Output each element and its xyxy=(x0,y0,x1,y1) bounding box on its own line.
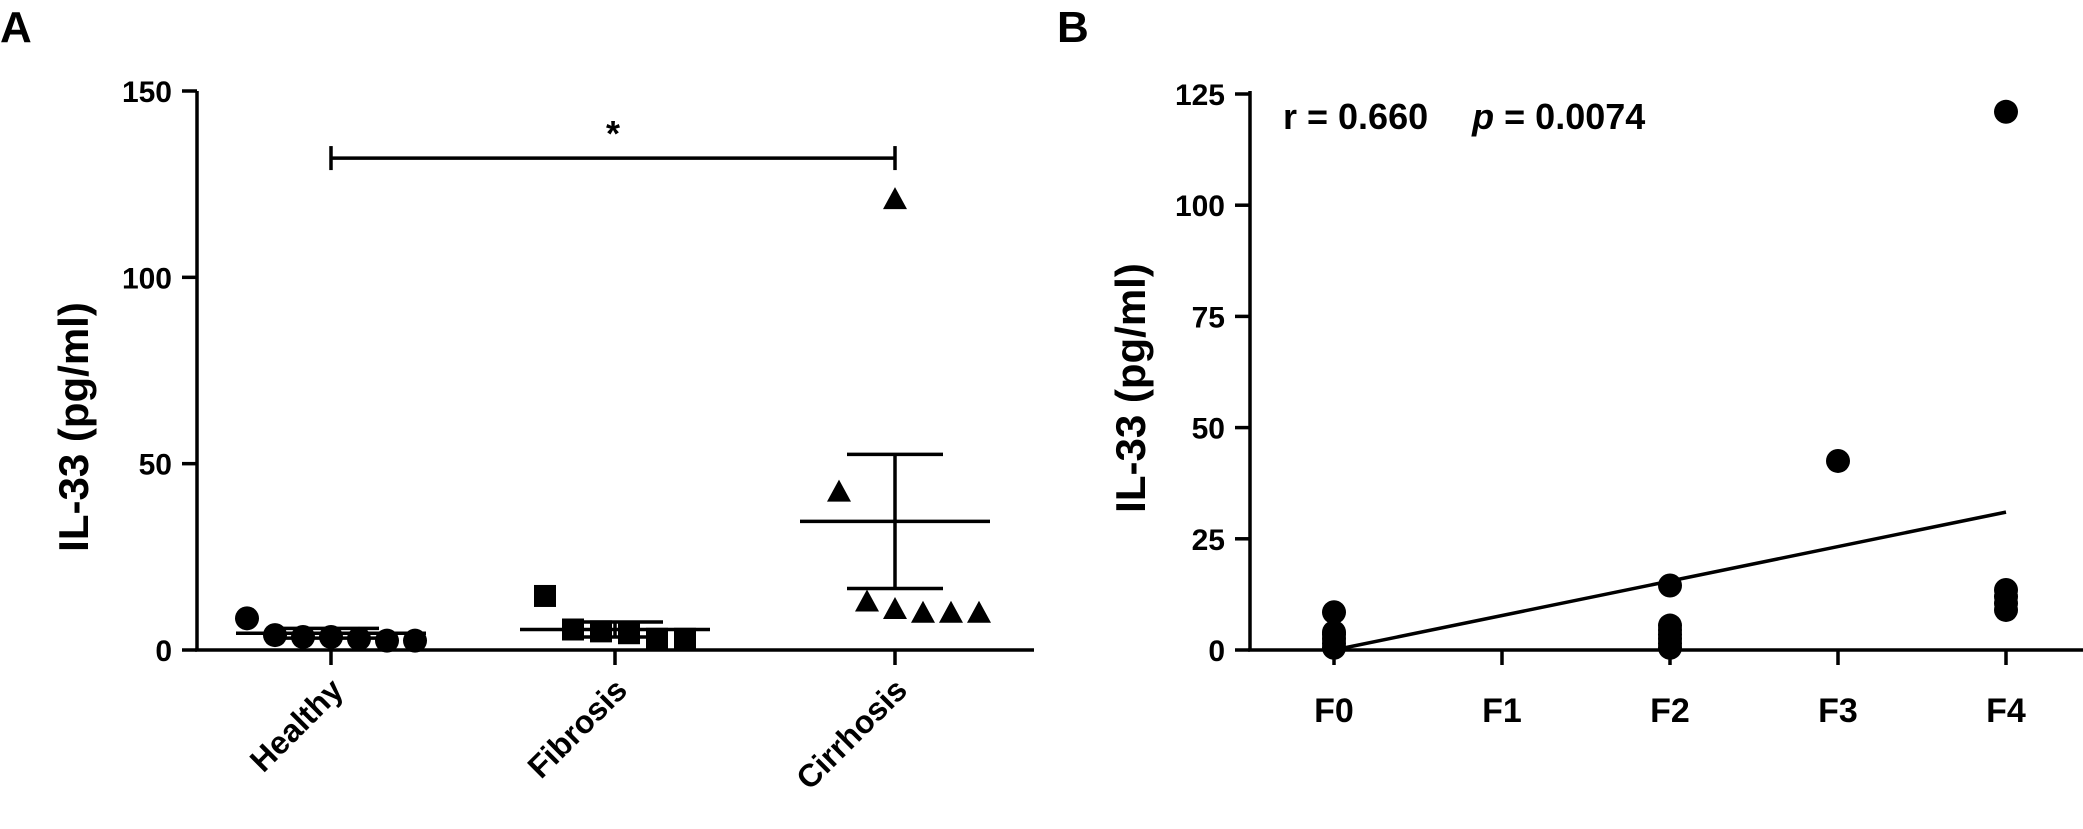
significance-bracket: * xyxy=(329,113,897,171)
y-tick-label: 25 xyxy=(1192,524,1225,557)
panel-b-points xyxy=(1322,99,2018,660)
x-tick-label-f1: F1 xyxy=(1482,692,1522,730)
category-label-cirrhosis: Cirrhosis xyxy=(789,671,914,796)
cirrhosis-point xyxy=(883,597,907,620)
significance-asterisk: * xyxy=(606,113,620,154)
x-tick-label-f4: F4 xyxy=(1986,692,2026,730)
x-tick-label-f0: F0 xyxy=(1314,692,1354,730)
fibrosis-point xyxy=(618,622,640,645)
cirrhosis-point xyxy=(911,600,935,623)
fibrosis-point xyxy=(534,584,556,607)
panel-b: B IL-33 (pg/ml) 0 25 50 75 100 125 F0 F1 F2 F3 F4… xyxy=(1057,3,2083,730)
data-point xyxy=(1322,635,1346,660)
panel-b-y-ticks: 0 25 50 75 100 125 xyxy=(1175,79,1250,668)
cirrhosis-point xyxy=(827,479,851,502)
panel-a-label: A xyxy=(0,3,32,52)
data-point xyxy=(1826,448,1850,473)
healthy-point xyxy=(263,623,287,648)
panel-a-y-ticks: 0 50 100 150 xyxy=(122,76,197,668)
y-tick-label: 50 xyxy=(139,449,172,482)
data-point xyxy=(1322,600,1346,625)
y-tick-label: 125 xyxy=(1175,79,1225,112)
x-tick-label-f3: F3 xyxy=(1818,692,1858,730)
fibrosis-point xyxy=(674,627,696,650)
y-tick-label: 100 xyxy=(122,262,172,295)
panel-a-category-labels: Healthy Fibrosis Cirrhosis xyxy=(243,650,914,796)
data-point xyxy=(1994,597,2018,622)
panel-a-y-axis-title: IL-33 (pg/ml) xyxy=(50,302,97,552)
panel-a: A IL-33 (pg/ml) 0 50 100 150 Healthy Fibrosi… xyxy=(0,3,1034,796)
cirrhosis-point xyxy=(883,187,907,210)
y-tick-label: 100 xyxy=(1175,190,1225,223)
y-tick-label: 150 xyxy=(122,76,172,109)
data-point xyxy=(1658,573,1682,598)
y-tick-label: 50 xyxy=(1192,413,1225,446)
data-point xyxy=(1994,99,2018,124)
cirrhosis-point xyxy=(855,589,879,612)
correlation-annotation: r = 0.660 p = 0.0074 xyxy=(1283,96,1645,137)
x-tick-label-f2: F2 xyxy=(1650,692,1690,730)
y-tick-label: 75 xyxy=(1192,301,1225,334)
cirrhosis-point xyxy=(967,600,991,623)
category-label-fibrosis: Fibrosis xyxy=(520,671,633,784)
cirrhosis-point xyxy=(939,600,963,623)
r-value-text: r = 0.660 xyxy=(1283,96,1428,137)
p-symbol-text: p xyxy=(1471,96,1494,137)
fibrosis-point xyxy=(646,627,668,650)
y-tick-label: 0 xyxy=(155,635,172,668)
healthy-point xyxy=(403,628,427,653)
y-tick-label: 0 xyxy=(1208,635,1225,668)
healthy-point xyxy=(319,624,343,649)
fibrosis-point xyxy=(590,620,612,643)
healthy-point xyxy=(235,606,259,631)
panel-b-label: B xyxy=(1057,3,1089,52)
panel-a-groups xyxy=(235,187,991,653)
healthy-point xyxy=(347,626,371,651)
panel-b-x-ticks: F0 F1 F2 F3 F4 xyxy=(1314,650,2026,730)
fibrosis-point xyxy=(562,618,584,641)
healthy-point xyxy=(291,624,315,649)
healthy-point xyxy=(375,628,399,653)
category-label-healthy: Healthy xyxy=(243,671,350,778)
panel-b-y-axis-title: IL-33 (pg/ml) xyxy=(1107,263,1154,513)
regression-line xyxy=(1333,510,2007,652)
data-point xyxy=(1658,635,1682,660)
p-value-text: = 0.0074 xyxy=(1494,96,1645,137)
